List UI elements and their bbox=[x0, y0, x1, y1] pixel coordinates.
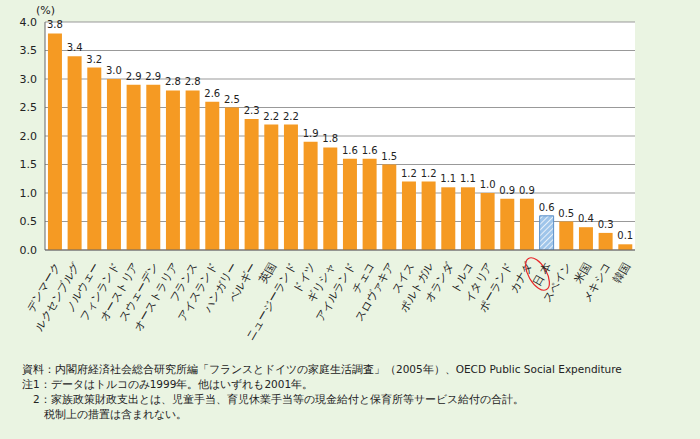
svg-text:韓国: 韓国 bbox=[611, 260, 633, 286]
svg-text:3.2: 3.2 bbox=[86, 54, 102, 65]
svg-text:オランダ: オランダ bbox=[422, 260, 456, 305]
svg-text:1.8: 1.8 bbox=[322, 133, 338, 144]
svg-text:2.6: 2.6 bbox=[204, 88, 220, 99]
svg-text:スイス: スイス bbox=[388, 260, 417, 296]
svg-text:ノルウェー: ノルウェー bbox=[63, 260, 102, 315]
svg-text:デンマーク: デンマーク bbox=[23, 260, 63, 315]
svg-text:3.8: 3.8 bbox=[47, 19, 63, 30]
svg-text:2.5: 2.5 bbox=[224, 94, 240, 105]
svg-text:ギリシャ: ギリシャ bbox=[304, 260, 338, 305]
svg-text:0.1: 0.1 bbox=[617, 230, 633, 241]
html-text:注1：データはトルコのみ1999年。他はいずれも2001年。: 注1：データはトルコのみ1999年。他はいずれも2001年。 bbox=[22, 378, 314, 390]
svg-text:アイルランド: アイルランド bbox=[313, 260, 357, 324]
svg-text:2.8: 2.8 bbox=[165, 76, 181, 87]
svg-text:1.5: 1.5 bbox=[381, 151, 397, 162]
svg-text:1.6: 1.6 bbox=[342, 145, 358, 156]
html-text:2：家族政策財政支出とは、児童手当、育児休業手当等の現金給付: 2：家族政策財政支出とは、児童手当、育児休業手当等の現金給付と保育所等サービス給… bbox=[22, 393, 524, 405]
svg-text:日 本: 日 本 bbox=[530, 260, 555, 289]
svg-text:4.0: 4.0 bbox=[20, 16, 38, 29]
svg-text:1.2: 1.2 bbox=[421, 168, 437, 179]
svg-text:ドイツ: ドイツ bbox=[290, 260, 319, 296]
svg-text:メキシコ: メキシコ bbox=[580, 260, 613, 305]
svg-text:スペイン: スペイン bbox=[541, 260, 574, 305]
svg-text:オーストラリア: オーストラリア bbox=[130, 260, 181, 334]
svg-text:0.4: 0.4 bbox=[578, 213, 594, 224]
svg-text:3.4: 3.4 bbox=[67, 42, 83, 53]
svg-text:トルコ: トルコ bbox=[447, 260, 476, 296]
svg-text:0.9: 0.9 bbox=[519, 185, 535, 196]
svg-text:0.3: 0.3 bbox=[598, 219, 614, 230]
svg-text:3.0: 3.0 bbox=[106, 65, 122, 76]
svg-text:1.2: 1.2 bbox=[401, 168, 417, 179]
svg-text:1.1: 1.1 bbox=[440, 173, 456, 184]
svg-text:0.5: 0.5 bbox=[558, 208, 574, 219]
svg-text:スロヴァキア: スロヴァキア bbox=[353, 260, 397, 324]
svg-text:2.5: 2.5 bbox=[20, 101, 38, 114]
svg-text:2.2: 2.2 bbox=[283, 111, 299, 122]
svg-text:フランス: フランス bbox=[167, 260, 201, 305]
svg-text:フィンランド: フィンランド bbox=[77, 260, 122, 324]
svg-text:2.3: 2.3 bbox=[244, 105, 260, 116]
svg-text:1.1: 1.1 bbox=[460, 173, 476, 184]
html-text:税制上の措置は含まれない。: 税制上の措置は含まれない。 bbox=[22, 408, 187, 420]
svg-text:アイスランド: アイスランド bbox=[175, 260, 220, 324]
svg-text:0.5: 0.5 bbox=[20, 215, 38, 228]
svg-text:イタリア: イタリア bbox=[462, 260, 496, 305]
svg-text:3.5: 3.5 bbox=[20, 44, 38, 57]
svg-text:オーストリア: オーストリア bbox=[97, 260, 142, 324]
svg-text:ポルトガル: ポルトガル bbox=[397, 260, 437, 315]
svg-text:ハンガリー: ハンガリー bbox=[200, 260, 240, 315]
svg-text:1.9: 1.9 bbox=[303, 128, 319, 139]
svg-text:スウェーデン: スウェーデン bbox=[116, 260, 161, 324]
svg-text:2.9: 2.9 bbox=[145, 71, 161, 82]
svg-text:0.0: 0.0 bbox=[20, 244, 38, 257]
svg-text:2.9: 2.9 bbox=[126, 71, 142, 82]
svg-text:1.0: 1.0 bbox=[480, 179, 496, 190]
svg-text:0.9: 0.9 bbox=[499, 185, 515, 196]
svg-text:2.2: 2.2 bbox=[263, 111, 279, 122]
svg-text:1.5: 1.5 bbox=[20, 158, 38, 171]
svg-text:カナダ: カナダ bbox=[507, 259, 535, 295]
svg-text:3.0: 3.0 bbox=[20, 73, 38, 86]
svg-text:2.8: 2.8 bbox=[185, 76, 201, 87]
svg-text:ニュージーランド: ニュージーランド bbox=[243, 260, 298, 343]
svg-text:チェコ: チェコ bbox=[349, 260, 378, 296]
svg-text:1.0: 1.0 bbox=[20, 187, 38, 200]
svg-text:米国: 米国 bbox=[571, 260, 594, 286]
svg-text:0.6: 0.6 bbox=[539, 202, 555, 213]
svg-text:ベルギー: ベルギー bbox=[226, 260, 259, 305]
svg-text:ポーランド: ポーランド bbox=[476, 260, 515, 315]
svg-text:2.0: 2.0 bbox=[20, 130, 38, 143]
svg-text:英国: 英国 bbox=[256, 260, 279, 286]
html-text:資料：内閣府経済社会総合研究所編「フランスとドイツの家庭生活: 資料：内閣府経済社会総合研究所編「フランスとドイツの家庭生活調査」（2005年）… bbox=[22, 363, 622, 375]
svg-text:ルクセンブルグ: ルクセンブルグ bbox=[32, 260, 83, 334]
svg-text:1.6: 1.6 bbox=[362, 145, 378, 156]
